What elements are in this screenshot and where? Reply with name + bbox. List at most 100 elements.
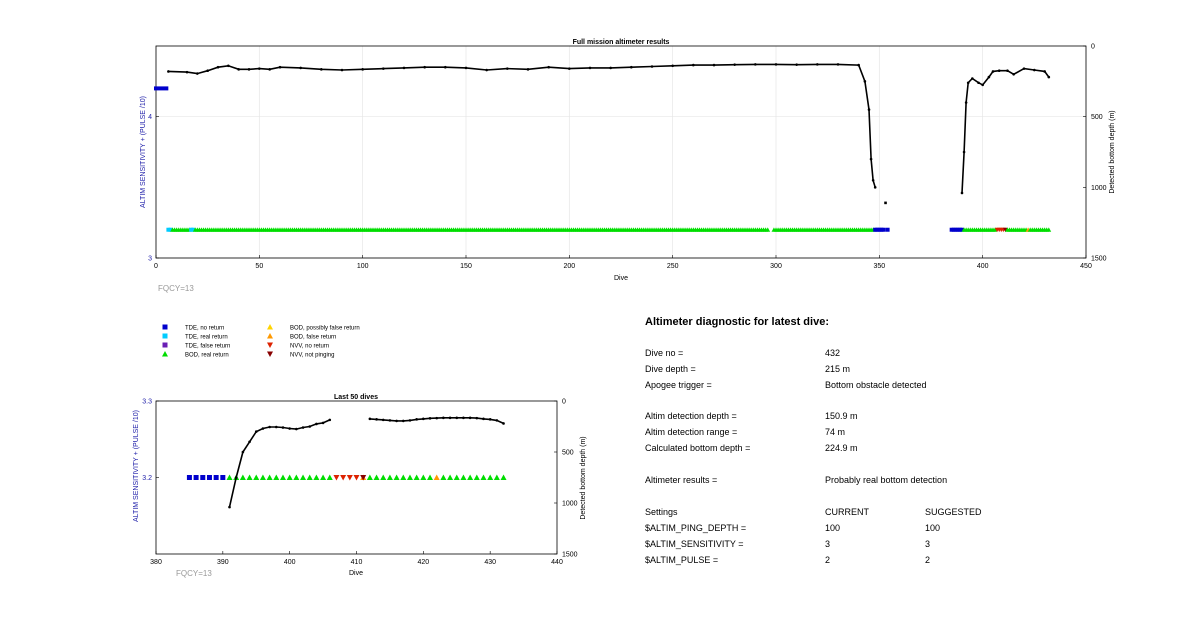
- main-chart: Full mission altimeter results 0 50 100 150…: [140, 39, 1116, 293]
- legend-marker: [267, 324, 273, 330]
- main-depth-point: [206, 69, 209, 73]
- last50-y-ticks-left: 3.2 3.3: [142, 399, 159, 482]
- main-depth-point: [962, 150, 966, 154]
- diag-row-dive-no: Dive no = 432: [645, 348, 1165, 360]
- y-tick-label-right: 0: [1091, 44, 1095, 51]
- diag-row-detection-depth: Altim detection depth = 150.9 m: [645, 411, 1165, 423]
- main-depth-point: [609, 66, 612, 70]
- last50-status-mark: [206, 475, 212, 480]
- last50-status-mark: [266, 474, 273, 480]
- diag-value: 215 m: [825, 364, 851, 374]
- main-plot-frame: [155, 45, 1087, 259]
- last50-status-mark: [279, 474, 286, 480]
- setting-suggested: 2: [925, 555, 931, 565]
- settings-current-header: CURRENT: [825, 507, 869, 517]
- diag-label: Apogee trigger =: [645, 380, 712, 390]
- last50-depth-point: [308, 425, 312, 428]
- last50-depth-point: [241, 450, 245, 454]
- last50-status-mark: [420, 474, 427, 480]
- y-tick-label-right: 1500: [1091, 256, 1107, 263]
- last50-chart: Last 50 dives 380 390 400 410 420 430 440 3.23…: [133, 394, 587, 578]
- main-y-label-right: Detected bottom depth (m): [1109, 110, 1116, 193]
- last50-depth-point: [261, 427, 265, 430]
- last50-depth-point: [462, 416, 465, 420]
- main-depth-point: [361, 68, 364, 71]
- main-depth-point: [867, 108, 871, 111]
- main-depth-point: [987, 75, 991, 79]
- main-status-mark: [953, 227, 958, 232]
- main-depth-point: [754, 63, 757, 66]
- main-depth-point: [857, 63, 860, 67]
- settings-header: Settings CURRENT SUGGESTED: [645, 507, 1165, 519]
- last50-depth-point: [502, 422, 505, 425]
- main-grid: [155, 46, 1087, 259]
- x-tick-label: 450: [1080, 263, 1092, 270]
- last50-status-mark: [353, 475, 360, 481]
- diagnostic-title: Altimeter diagnostic for latest dive:: [645, 316, 829, 328]
- main-depth-point: [966, 81, 970, 85]
- main-tde-no-return-mark: [154, 86, 169, 91]
- diag-value: 432: [825, 348, 841, 358]
- x-tick-label: 410: [351, 559, 363, 566]
- x-tick-label: 420: [417, 559, 429, 566]
- x-tick-label: 350: [873, 263, 885, 270]
- diag-label: Dive no =: [645, 348, 684, 358]
- diag-value: Bottom obstacle detected: [825, 380, 927, 390]
- main-depth-point: [991, 70, 995, 73]
- last50-depth-point: [295, 427, 298, 431]
- main-x-ticks: 0 50 100 150 200 250 300 350 400 450: [154, 255, 1092, 270]
- last50-depth-point: [435, 416, 439, 420]
- main-depth-point: [869, 157, 873, 161]
- last50-depth-point: [328, 418, 332, 422]
- last50-depth-point: [442, 416, 445, 420]
- main-y-label-left: ALTIM SENSITIVITY + (PULSE /10): [140, 96, 147, 208]
- last50-y-label-left: ALTIM SENSITIVITY + (PULSE /10): [133, 410, 140, 522]
- main-status-mark: [951, 227, 956, 232]
- main-status-mark: [166, 227, 171, 232]
- last50-depth-point: [301, 426, 305, 429]
- legend-marker: [162, 324, 168, 330]
- setting-row-ping-depth: $ALTIM_PING_DEPTH = 100 100: [645, 523, 1165, 535]
- main-depth-point: [1022, 67, 1026, 70]
- main-status-mark: [168, 227, 173, 232]
- x-tick-label: 150: [460, 263, 472, 270]
- y-tick-label-right: 0: [562, 399, 566, 406]
- main-status-mark: [191, 227, 196, 232]
- legend: TDE, no return TDE, real return TDE, false…: [162, 324, 360, 359]
- legend-label: TDE, no return: [185, 326, 224, 332]
- setting-row-pulse: $ALTIM_PULSE = 2 2: [645, 555, 1165, 567]
- main-depth-point: [712, 63, 716, 67]
- setting-current: 100: [825, 523, 841, 533]
- last50-status-mark: [366, 474, 373, 480]
- main-status-mark: [957, 227, 962, 232]
- last50-status-mark: [380, 474, 387, 480]
- main-depth-point: [299, 66, 302, 70]
- setting-label: $ALTIM_PING_DEPTH =: [645, 523, 747, 533]
- last50-depth-point: [395, 419, 398, 423]
- main-depth-point: [547, 65, 550, 69]
- main-depth-point: [733, 63, 736, 66]
- main-status-mark: [873, 227, 878, 232]
- last50-status-mark: [480, 474, 487, 480]
- last50-status-mark: [406, 474, 413, 480]
- last50-status-mark: [493, 474, 500, 480]
- last50-status-mark: [447, 474, 454, 480]
- main-depth-point: [1033, 68, 1036, 72]
- last50-depth-point: [401, 419, 405, 423]
- last50-depth-point: [455, 416, 459, 420]
- last50-status-mark: [226, 474, 233, 480]
- last50-depth-line: [228, 417, 504, 508]
- last50-status-mark: [340, 475, 347, 481]
- legend-marker: [267, 333, 273, 339]
- last50-depth-point: [468, 416, 472, 420]
- main-status-mark: [877, 227, 882, 232]
- main-depth-point: [977, 81, 980, 85]
- main-title: Full mission altimeter results: [573, 39, 670, 46]
- last50-status-mark: [346, 475, 353, 481]
- x-tick-label: 100: [357, 263, 369, 270]
- diag-label: Altim detection range =: [645, 427, 738, 437]
- last50-status-mark: [186, 475, 192, 480]
- last50-depth-point: [228, 505, 231, 509]
- diag-row-altimeter-results: Altimeter results = Probably real bottom…: [645, 475, 1165, 487]
- x-tick-label: 400: [284, 559, 296, 566]
